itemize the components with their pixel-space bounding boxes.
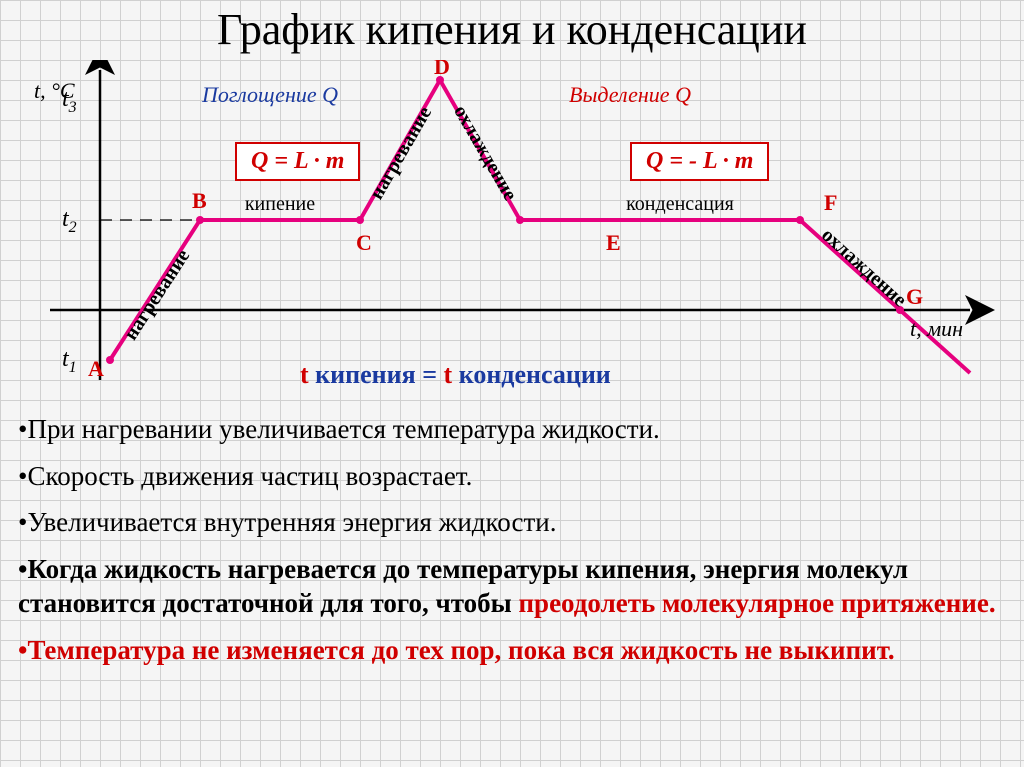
formula-left: Q = L · m bbox=[235, 142, 360, 181]
formula-right: Q = - L · m bbox=[630, 142, 769, 181]
y-axis-label: t, °C bbox=[34, 78, 75, 104]
segment-label-bc: кипение bbox=[245, 193, 315, 215]
boiling-chart: ABCDEFG нагреваниекипениенагреваниеохлаж… bbox=[30, 60, 1000, 390]
segment-label-ef: конденсация bbox=[626, 193, 734, 215]
segment-label-de: охлаждение bbox=[449, 102, 521, 205]
bullet-list: •При нагревании увеличивается температур… bbox=[18, 412, 1008, 679]
bullet-4: •Когда жидкость нагревается до температу… bbox=[18, 552, 1008, 621]
segment-label-fg: охлаждение bbox=[817, 224, 911, 311]
point-label-a: A bbox=[88, 356, 104, 381]
boiling-equals-condensation: t кипения = t конденсации bbox=[300, 360, 611, 390]
segment-label-cd: нагревание bbox=[365, 103, 436, 204]
bullet-1: •При нагревании увеличивается температур… bbox=[18, 412, 1008, 447]
q-label-absorb: Поглощение Q bbox=[201, 82, 338, 107]
ytick-t2: t2 bbox=[62, 206, 77, 237]
point-label-c: C bbox=[356, 230, 372, 255]
bullet-3: •Увеличивается внутренняя энергия жидкос… bbox=[18, 505, 1008, 540]
point-label-d: D bbox=[434, 60, 450, 79]
point-label-f: F bbox=[824, 190, 837, 215]
q-label-release: Выделение Q bbox=[569, 82, 691, 107]
chart-svg: ABCDEFG нагреваниекипениенагреваниеохлаж… bbox=[30, 60, 1000, 400]
segment-label-ab: нагревание bbox=[120, 245, 195, 344]
point-label-b: B bbox=[192, 188, 207, 213]
page-title: График кипения и конденсации bbox=[0, 0, 1024, 55]
ytick-t1: t1 bbox=[62, 346, 77, 377]
bullet-2: •Скорость движения частиц возрастает. bbox=[18, 459, 1008, 494]
x-axis-label: t, мин bbox=[910, 316, 963, 342]
point-label-e: E bbox=[606, 230, 621, 255]
bullet-5: •Температура не изменяется до тех пор, п… bbox=[18, 633, 1008, 668]
